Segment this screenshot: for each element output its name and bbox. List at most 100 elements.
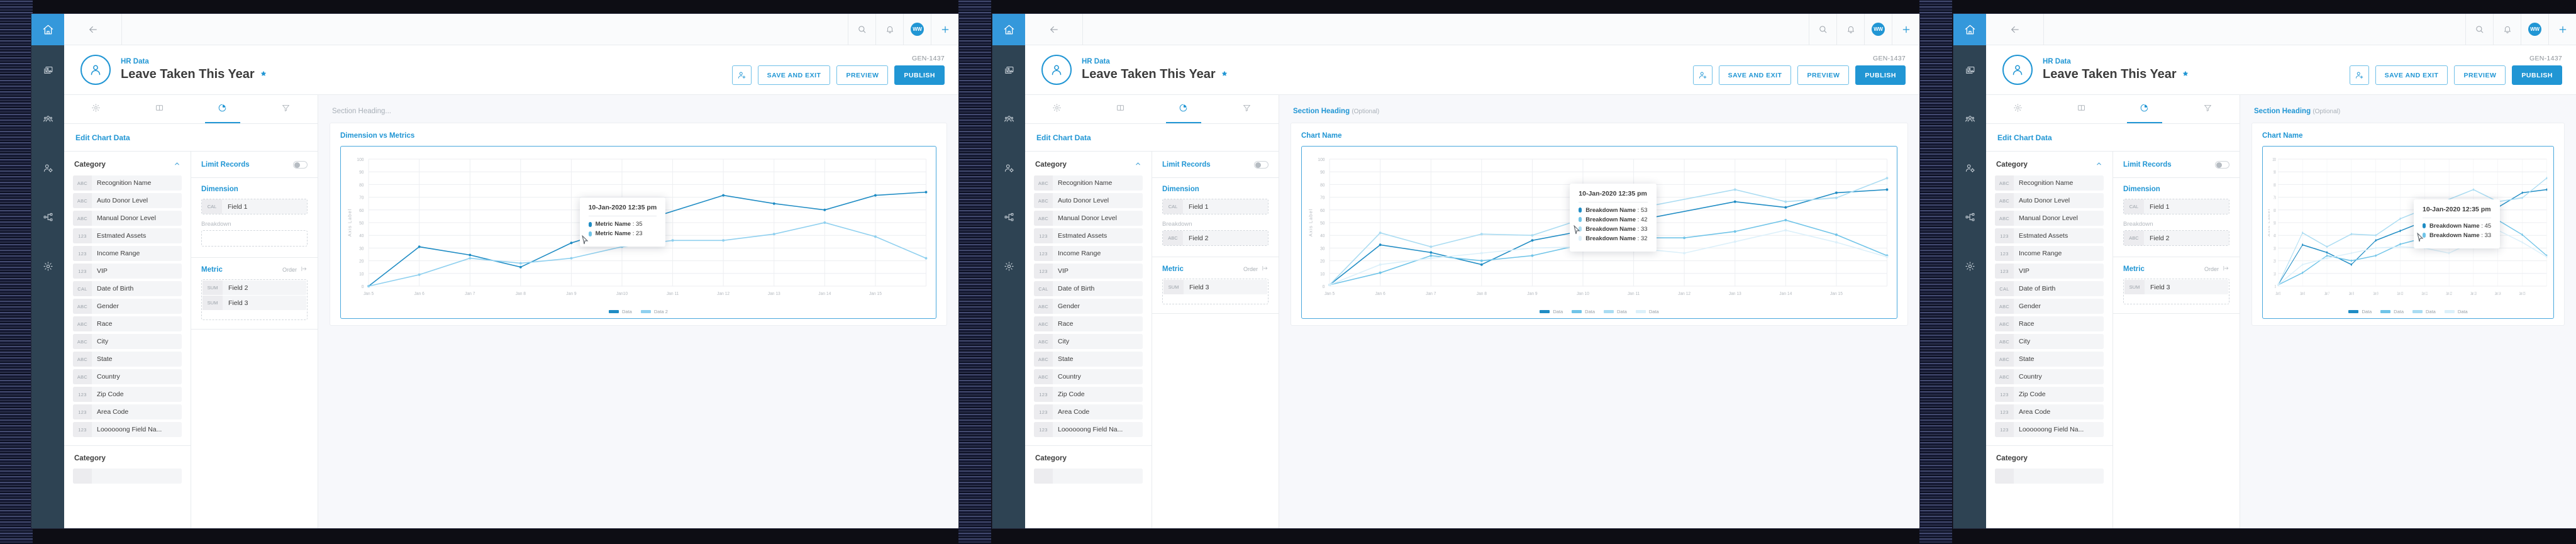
dimension-drop-zone[interactable]: CAL Field 1 <box>2123 199 2229 214</box>
category-field[interactable]: ABC Race <box>73 316 182 331</box>
tab-filter[interactable] <box>1215 95 1279 123</box>
category-field[interactable]: CAL Date of Birth <box>1995 281 2104 296</box>
legend-item[interactable]: Data <box>2348 309 2372 314</box>
metric-drop-zone[interactable]: SUM Field 2 SUM Field 3 <box>201 279 308 320</box>
sidebar-item-image-card[interactable] <box>31 45 64 94</box>
add-user-button[interactable] <box>1692 65 1713 85</box>
breakdown-chip[interactable]: ABC Field 2 <box>1163 231 1268 245</box>
preview-button[interactable]: PREVIEW <box>1797 65 1850 85</box>
back-button[interactable] <box>1025 14 1083 45</box>
sort-arrow-icon[interactable] <box>2223 265 2229 273</box>
category-field[interactable]: 123 Estmated Assets <box>1034 228 1143 243</box>
category-field[interactable]: 123 Zip Code <box>1995 387 2104 402</box>
category-field[interactable]: 123 Income Range <box>73 246 182 261</box>
metric-chip[interactable]: SUM Field 2 <box>203 280 306 295</box>
category-field[interactable]: ABC State <box>1995 352 2104 367</box>
tab-layout[interactable] <box>128 95 191 123</box>
category-field[interactable] <box>1995 469 2104 484</box>
legend-item[interactable]: Data <box>1635 309 1659 314</box>
save-and-exit-button[interactable]: SAVE AND EXIT <box>757 65 831 85</box>
publish-button[interactable]: PUBLISH <box>894 65 945 85</box>
dimension-chip[interactable]: CAL Field 1 <box>2124 199 2229 214</box>
category-field[interactable]: ABC Manual Donor Level <box>1034 211 1143 226</box>
back-button[interactable] <box>1986 14 2044 45</box>
avatar[interactable]: WW <box>903 14 931 45</box>
category-field[interactable]: CAL Date of Birth <box>73 281 182 296</box>
legend-item[interactable]: Data <box>2380 309 2404 314</box>
category-section-header[interactable]: Category <box>64 152 191 175</box>
metric-order-control[interactable]: Order <box>282 265 308 274</box>
dimension-drop-zone[interactable]: CAL Field 1 <box>1162 199 1269 214</box>
chart-title[interactable]: Dimension vs Metrics <box>340 132 415 140</box>
breadcrumb[interactable]: HR Data <box>1082 57 1110 65</box>
metric-chip[interactable]: SUM Field 3 <box>1163 280 1267 294</box>
category-field[interactable]: CAL Date of Birth <box>1034 281 1143 296</box>
category-field[interactable]: 123 Loooooong Field Na... <box>73 422 182 437</box>
legend-item[interactable]: Data 2 <box>640 309 668 314</box>
category-field[interactable]: ABC Country <box>1995 369 2104 384</box>
save-and-exit-button[interactable]: SAVE AND EXIT <box>2375 65 2448 85</box>
legend-item[interactable]: Data <box>1540 309 1563 314</box>
category-field[interactable]: ABC Race <box>1034 316 1143 331</box>
search-button[interactable] <box>1809 14 1836 45</box>
category-field[interactable] <box>73 469 182 484</box>
sidebar-item-home[interactable] <box>992 14 1025 45</box>
category-field[interactable]: ABC City <box>1034 334 1143 349</box>
sort-arrow-icon[interactable] <box>301 265 308 274</box>
tab-pie-chart[interactable] <box>1152 95 1216 123</box>
category-section-header[interactable]: Category <box>1986 152 2112 175</box>
category-field[interactable]: ABC City <box>73 334 182 349</box>
chevron-up-icon[interactable] <box>1135 160 1141 169</box>
category-field[interactable]: 123 Income Range <box>1034 246 1143 261</box>
breadcrumb[interactable]: HR Data <box>2043 57 2071 65</box>
category-field[interactable]: 123 Area Code <box>73 404 182 419</box>
category-field[interactable] <box>1034 469 1143 484</box>
sidebar-item-people-group[interactable] <box>31 94 64 143</box>
category-field[interactable]: 123 Zip Code <box>1034 387 1143 402</box>
chevron-up-icon[interactable] <box>174 160 180 169</box>
dimension-chip[interactable]: CAL Field 1 <box>1163 199 1268 214</box>
left-nav-rail[interactable] <box>1953 14 1986 528</box>
add-button[interactable] <box>931 14 958 45</box>
chart-title[interactable]: Chart Name <box>2262 132 2303 140</box>
tab-gear[interactable] <box>1025 95 1089 123</box>
category-field[interactable]: ABC Auto Donor Level <box>73 193 182 208</box>
back-button[interactable] <box>64 14 122 45</box>
notifications-button[interactable] <box>2493 14 2521 45</box>
save-and-exit-button[interactable]: SAVE AND EXIT <box>1718 65 1792 85</box>
category-field[interactable]: 123 Estmated Assets <box>1995 228 2104 243</box>
category-field[interactable]: 123 Area Code <box>1034 404 1143 419</box>
category-field[interactable]: 123 VIP <box>1995 264 2104 279</box>
sidebar-item-people-group[interactable] <box>992 94 1025 143</box>
add-button[interactable] <box>1892 14 1919 45</box>
chart-frame[interactable]: 0 10 20 30 40 50 60 70 80 90 100 Jan 5 Jan 6 Jan 7 Jan… <box>340 146 936 319</box>
category-field[interactable]: 123 VIP <box>1034 264 1143 279</box>
category-field[interactable]: ABC Race <box>1995 316 2104 331</box>
edit-chart-data-title[interactable]: Edit Chart Data <box>64 124 318 152</box>
category-field[interactable]: 123 VIP <box>73 264 182 279</box>
breakdown-drop-zone[interactable]: ABC Field 2 <box>1162 230 1269 246</box>
legend-item[interactable]: Data <box>1604 309 1627 314</box>
limit-records-toggle[interactable] <box>2215 160 2229 169</box>
category-field[interactable]: ABC Recognition Name <box>1995 175 2104 191</box>
chevron-up-icon[interactable] <box>2096 160 2102 169</box>
metric-drop-zone[interactable]: SUM Field 3 <box>1162 279 1269 304</box>
avatar[interactable]: WW <box>2521 14 2548 45</box>
search-button[interactable] <box>2465 14 2493 45</box>
dimension-chip[interactable]: CAL Field 1 <box>202 199 307 214</box>
category-field[interactable]: 123 Estmated Assets <box>73 228 182 243</box>
sidebar-item-image-card[interactable] <box>992 45 1025 94</box>
edit-chart-data-title[interactable]: Edit Chart Data <box>1986 124 2240 152</box>
sidebar-item-people-group[interactable] <box>1953 94 1986 143</box>
category-field[interactable]: ABC Auto Donor Level <box>1995 193 2104 208</box>
category-field[interactable]: ABC Auto Donor Level <box>1034 193 1143 208</box>
section-heading[interactable]: Section Heading... <box>332 108 947 115</box>
breakdown-chip[interactable]: ABC Field 2 <box>2124 231 2229 245</box>
publish-button[interactable]: PUBLISH <box>1855 65 1906 85</box>
preview-button[interactable]: PREVIEW <box>836 65 889 85</box>
sidebar-item-hierarchy[interactable] <box>1953 192 1986 241</box>
chart-title[interactable]: Chart Name <box>1301 132 1342 140</box>
legend-item[interactable]: Data <box>2444 309 2468 314</box>
tab-pie-chart[interactable] <box>2113 95 2177 123</box>
category-field[interactable]: ABC Country <box>73 369 182 384</box>
